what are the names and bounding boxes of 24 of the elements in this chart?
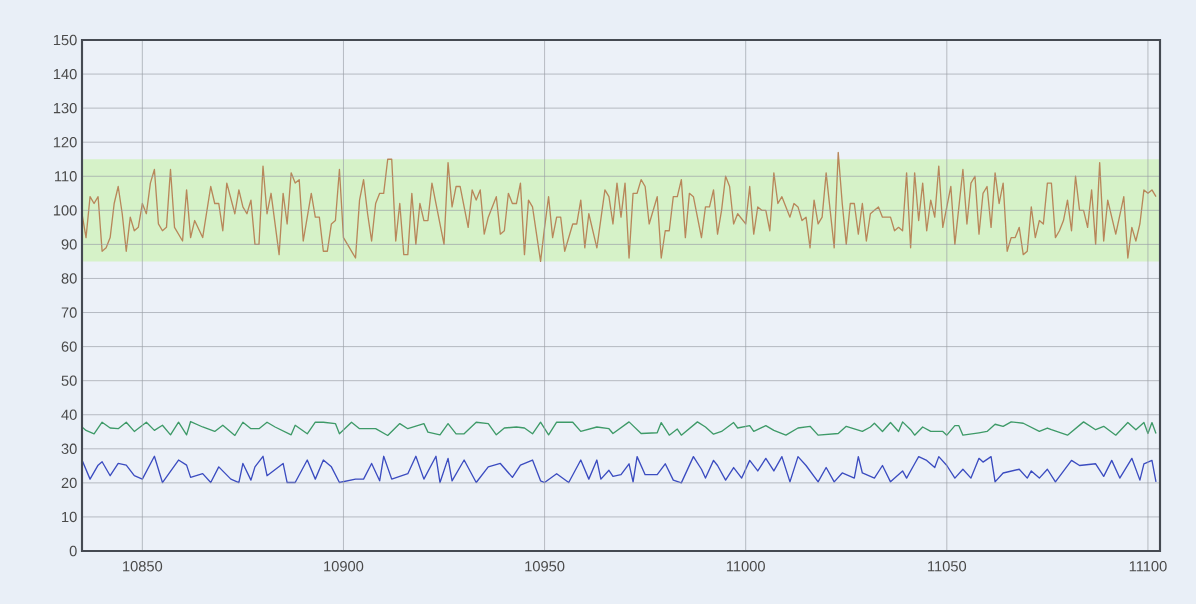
- y-tick-label: 90: [61, 239, 77, 250]
- y-tick-label: 60: [61, 341, 77, 352]
- x-tick-label: 11000: [726, 561, 765, 572]
- line-series: [82, 455, 1157, 484]
- x-tick-label: 10950: [525, 561, 565, 572]
- line-series: [82, 420, 1157, 437]
- y-tick-label: 110: [55, 171, 77, 182]
- x-tick-label: 11100: [1129, 561, 1167, 572]
- y-tick-label: 10: [62, 511, 77, 523]
- y-tick-label: 140: [53, 68, 77, 80]
- y-tick-label: 0: [69, 545, 77, 557]
- x-tick-label: 11050: [928, 561, 967, 572]
- y-tick-label: 150: [53, 34, 77, 46]
- x-tick-label: 10850: [123, 561, 163, 572]
- y-tick-label: 80: [61, 273, 77, 284]
- y-tick-label: 50: [61, 375, 77, 386]
- y-tick-label: 130: [53, 102, 77, 114]
- y-tick-label: 30: [61, 443, 77, 454]
- y-tick-label: 120: [53, 137, 77, 148]
- y-tick-label: 40: [61, 409, 77, 420]
- y-tick-label: 20: [61, 477, 77, 489]
- y-tick-label: 70: [61, 307, 77, 318]
- y-tick-label: 100: [53, 205, 77, 216]
- x-tick-label: 10900: [324, 561, 364, 572]
